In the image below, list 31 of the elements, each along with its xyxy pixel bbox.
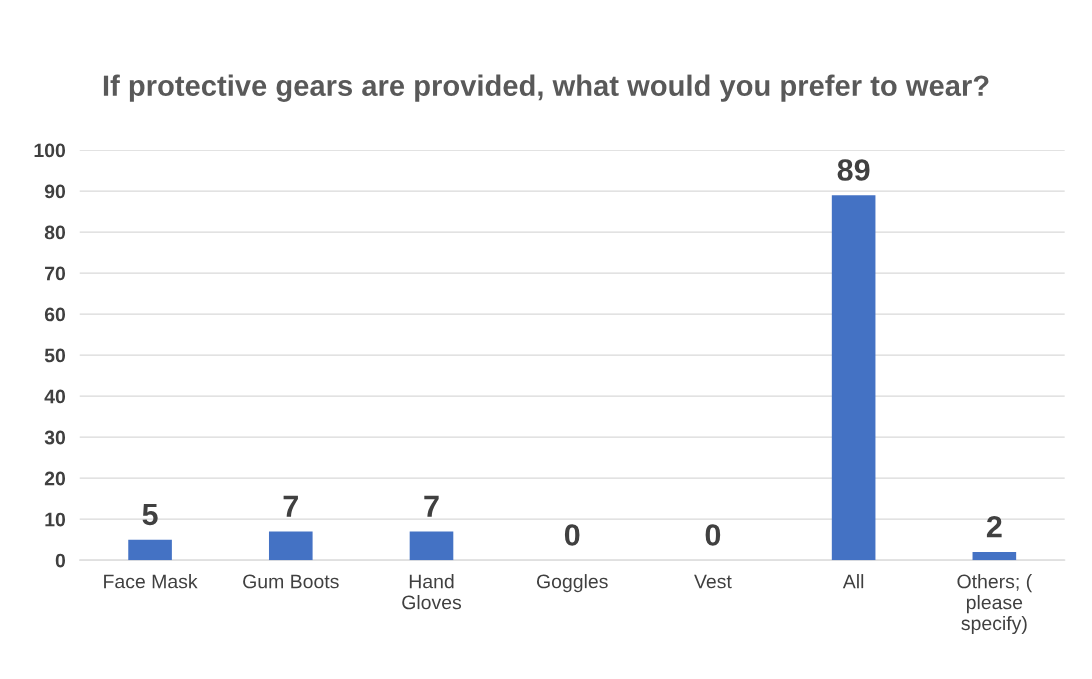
y-tick-label: 30: [44, 430, 66, 445]
bar: [409, 531, 454, 561]
data-label: 7: [424, 495, 439, 517]
y-tick-label: 70: [45, 266, 66, 281]
y-tick-label: 80: [44, 225, 66, 240]
y-tick-label: 20: [44, 471, 66, 486]
bar: [972, 551, 1017, 561]
y-tick-label: 10: [45, 512, 66, 527]
x-tick-label: All: [842, 574, 864, 589]
data-label: 2: [986, 515, 1002, 538]
data-label: 89: [837, 159, 870, 181]
bar: [268, 531, 313, 561]
chart-title: If protective gears are provided, what would you prefer to wear?: [103, 74, 989, 102]
x-tick-label: Hand Gloves: [402, 574, 462, 610]
bar: [831, 195, 876, 561]
y-tick-label: 0: [55, 553, 66, 568]
y-tick-label: 50: [44, 348, 66, 363]
y-tick-label: 60: [44, 307, 66, 322]
data-label: 0: [705, 524, 721, 546]
y-tick-label: 100: [34, 143, 66, 158]
x-tick-label: Goggles: [536, 574, 608, 593]
bar: [128, 539, 172, 561]
x-tick-label: Face Mask: [104, 574, 198, 589]
data-label: 7: [283, 495, 298, 517]
x-tick-label: Vest: [694, 574, 732, 589]
y-tick-label: 40: [44, 389, 66, 404]
x-tick-label: Others; ( please specify): [957, 574, 1033, 635]
y-tick-label: 90: [44, 184, 66, 199]
data-label: 5: [142, 503, 158, 526]
data-label: 0: [564, 524, 580, 546]
x-tick-label: Gum Boots: [243, 574, 339, 589]
